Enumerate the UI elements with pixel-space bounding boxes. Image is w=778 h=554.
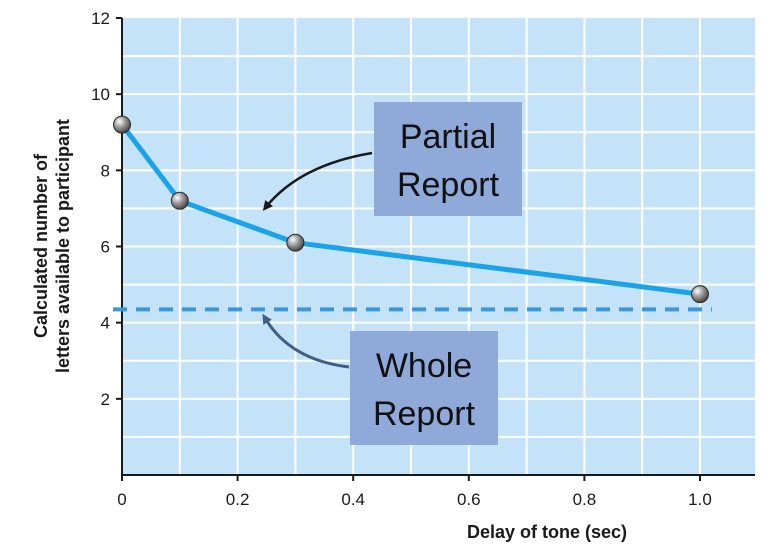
x-tick-label: 0.2: [226, 490, 250, 509]
partial-report-series-line: [120, 123, 701, 297]
partial-report-arrow: [262, 151, 373, 211]
whole-report-box: [350, 331, 498, 445]
x-axis-title: Delay of tone (sec): [467, 522, 627, 542]
y-tick-label: 4: [101, 314, 110, 333]
data-point-marker: [691, 285, 709, 304]
whole-report-annotation: Whole Report: [262, 313, 498, 445]
x-tick-label: 0: [117, 490, 126, 509]
x-tick-label: 1.0: [688, 490, 712, 509]
partial-report-box: [374, 102, 522, 216]
y-tick-label: 6: [101, 238, 110, 257]
x-tick-labels: 0 0.2 0.4 0.6 0.8 1.0: [117, 475, 712, 509]
whole-report-arrow: [262, 313, 350, 369]
y-tick-labels: 2 4 6 8 10 12: [91, 9, 122, 409]
whole-report-label-line-1: Whole: [376, 347, 472, 385]
partial-report-label-line-1: Partial: [400, 118, 496, 156]
partial-report-annotation: Partial Report: [262, 102, 522, 216]
y-axis-title-line-1: Calculated number of: [31, 153, 51, 338]
data-point-marker: [170, 191, 189, 210]
x-tick-label: 0.6: [457, 490, 481, 509]
data-point-marker: [286, 233, 305, 252]
whole-report-label-line-2: Report: [373, 395, 476, 433]
y-tick-label: 8: [101, 161, 110, 180]
data-point-marker: [113, 115, 131, 134]
partial-report-label-line-2: Report: [397, 166, 500, 204]
x-tick-label: 0.4: [341, 490, 365, 509]
y-axis-title-line-2: letters available to participant: [53, 119, 73, 373]
y-tick-label: 10: [91, 85, 110, 104]
data-points: [113, 115, 709, 304]
y-tick-label: 2: [101, 390, 110, 409]
x-tick-label: 0.8: [573, 490, 597, 509]
y-tick-label: 12: [91, 9, 110, 28]
